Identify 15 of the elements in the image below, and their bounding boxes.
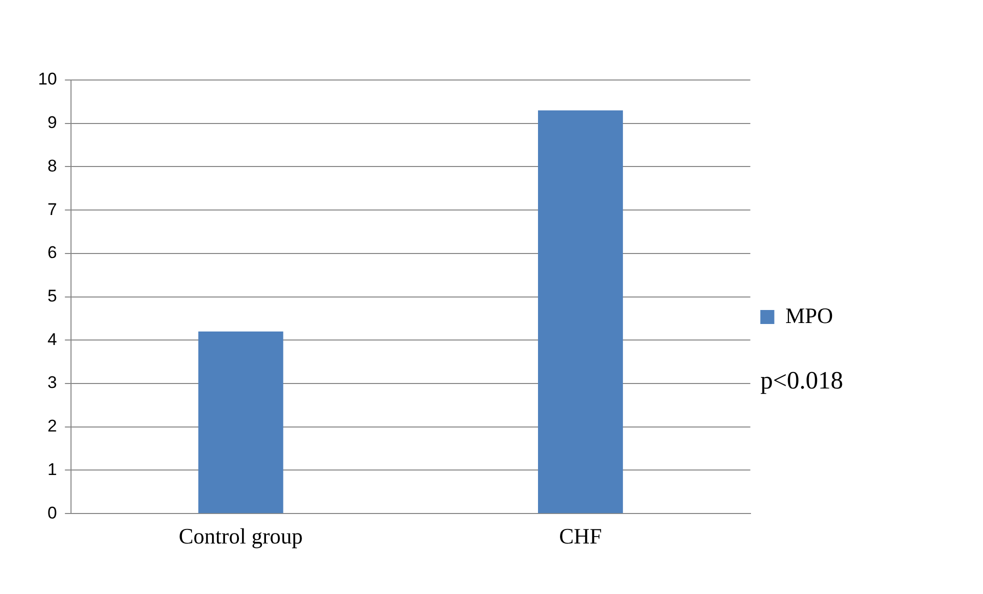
x-tick-label: CHF: [559, 524, 602, 549]
x-tick-label: Control group: [178, 524, 303, 549]
y-tick-label: 9: [47, 113, 57, 132]
y-tick-label: 7: [47, 200, 57, 219]
y-tick-label: 8: [47, 156, 57, 176]
y-tick-label: 3: [47, 373, 57, 392]
y-tick-label: 5: [47, 286, 57, 306]
text: p<0.018: [760, 367, 844, 394]
y-tick-label: 6: [47, 243, 57, 262]
y-tick-label: 0: [47, 503, 57, 522]
y-tick-label: 4: [47, 330, 57, 349]
legend-label: MPO: [785, 302, 834, 328]
y-tick-label: 10: [38, 70, 57, 89]
y-tick-label: 2: [47, 416, 57, 436]
y-tick-label: 1: [47, 460, 57, 479]
